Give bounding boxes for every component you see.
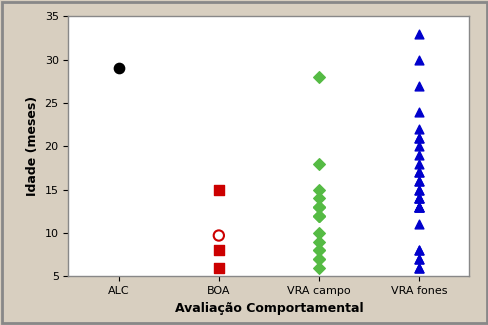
Point: [414, 248, 422, 253]
Point: [315, 239, 323, 244]
Point: [414, 196, 422, 201]
Point: [414, 178, 422, 184]
Point: [414, 256, 422, 262]
Point: [414, 178, 422, 184]
Point: [215, 248, 223, 253]
Point: [414, 135, 422, 140]
Point: [315, 248, 323, 253]
Point: [114, 66, 122, 71]
Point: [414, 248, 422, 253]
Point: [414, 109, 422, 114]
Point: [315, 256, 323, 262]
Point: [414, 196, 422, 201]
Point: [315, 248, 323, 253]
Point: [414, 265, 422, 270]
Point: [414, 170, 422, 175]
Point: [414, 204, 422, 210]
Point: [315, 256, 323, 262]
Point: [315, 204, 323, 210]
Point: [315, 213, 323, 218]
Point: [414, 126, 422, 132]
Point: [414, 144, 422, 149]
Point: [315, 265, 323, 270]
Point: [414, 196, 422, 201]
Point: [215, 265, 223, 270]
Point: [315, 230, 323, 236]
Point: [215, 187, 223, 192]
X-axis label: Avaliação Comportamental: Avaliação Comportamental: [174, 302, 363, 315]
Point: [315, 204, 323, 210]
Point: [315, 196, 323, 201]
Point: [414, 135, 422, 140]
Point: [414, 187, 422, 192]
Point: [315, 213, 323, 218]
Point: [414, 204, 422, 210]
Point: [414, 204, 422, 210]
Point: [414, 265, 422, 270]
Point: [315, 74, 323, 80]
Point: [414, 152, 422, 158]
Point: [315, 187, 323, 192]
Point: [414, 83, 422, 88]
Point: [414, 31, 422, 36]
Point: [414, 57, 422, 62]
Point: [315, 213, 323, 218]
Point: [414, 170, 422, 175]
Point: [414, 222, 422, 227]
Point: [414, 204, 422, 210]
Point: [315, 204, 323, 210]
Point: [215, 233, 223, 238]
Point: [414, 256, 422, 262]
Point: [414, 187, 422, 192]
Point: [315, 161, 323, 166]
Point: [414, 161, 422, 166]
Y-axis label: Idade (meses): Idade (meses): [26, 96, 39, 196]
